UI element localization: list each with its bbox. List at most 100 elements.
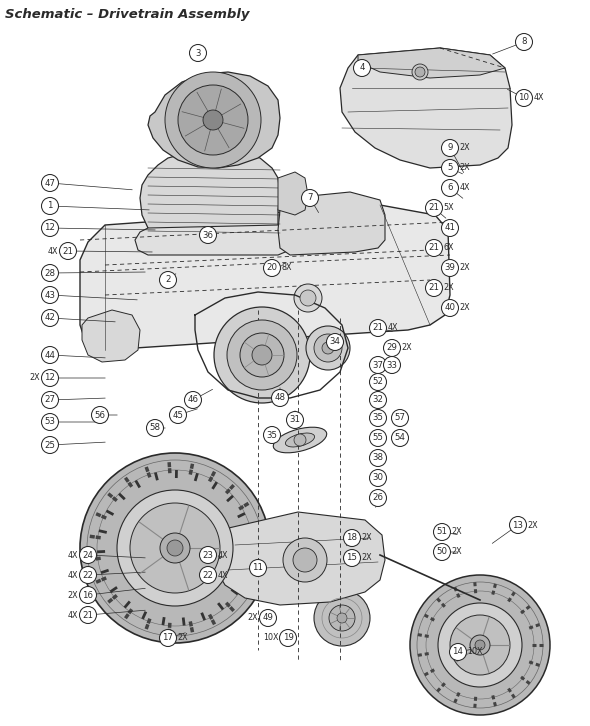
Text: 55: 55 xyxy=(372,433,384,443)
Text: 58: 58 xyxy=(149,423,160,433)
Text: 45: 45 xyxy=(172,410,183,420)
Circle shape xyxy=(369,449,386,467)
Polygon shape xyxy=(278,172,308,215)
Circle shape xyxy=(314,334,342,362)
Circle shape xyxy=(169,407,186,423)
Circle shape xyxy=(516,33,533,51)
Text: 41: 41 xyxy=(444,224,455,232)
Text: 30: 30 xyxy=(372,473,384,483)
Text: 2X: 2X xyxy=(451,528,462,537)
Text: 15: 15 xyxy=(346,553,358,563)
Text: 2X: 2X xyxy=(460,303,470,312)
Circle shape xyxy=(425,240,442,256)
Text: 46: 46 xyxy=(188,396,198,404)
Circle shape xyxy=(178,85,248,155)
Text: 29: 29 xyxy=(386,343,398,353)
Circle shape xyxy=(343,529,360,547)
Circle shape xyxy=(41,174,58,192)
Text: 57: 57 xyxy=(395,414,405,423)
Circle shape xyxy=(353,60,371,76)
Circle shape xyxy=(369,373,386,391)
Text: 2X: 2X xyxy=(460,163,470,173)
Circle shape xyxy=(41,346,58,364)
Text: 12: 12 xyxy=(44,224,55,232)
Text: 44: 44 xyxy=(44,351,55,359)
Circle shape xyxy=(294,434,306,446)
Circle shape xyxy=(264,426,280,444)
Text: 35: 35 xyxy=(372,414,384,423)
Text: 21: 21 xyxy=(63,247,74,256)
Text: 2X: 2X xyxy=(362,553,372,563)
Circle shape xyxy=(434,544,451,560)
Circle shape xyxy=(326,333,343,351)
Circle shape xyxy=(41,219,58,237)
Text: 6X: 6X xyxy=(444,243,454,253)
Text: 39: 39 xyxy=(444,264,455,272)
Circle shape xyxy=(322,342,334,354)
Circle shape xyxy=(41,391,58,409)
Circle shape xyxy=(214,307,310,403)
Circle shape xyxy=(343,550,360,566)
Text: 33: 33 xyxy=(386,361,398,370)
Polygon shape xyxy=(215,512,385,605)
Text: 42: 42 xyxy=(44,314,55,322)
Circle shape xyxy=(91,407,109,423)
Text: 23: 23 xyxy=(202,550,214,560)
Circle shape xyxy=(160,533,190,563)
Circle shape xyxy=(384,340,401,356)
Circle shape xyxy=(280,629,297,646)
Polygon shape xyxy=(340,48,512,168)
Text: 56: 56 xyxy=(94,410,106,420)
Circle shape xyxy=(369,489,386,507)
Text: 18: 18 xyxy=(346,534,358,542)
Text: 2X: 2X xyxy=(178,634,188,643)
Text: 10X: 10X xyxy=(467,648,483,656)
Circle shape xyxy=(294,284,322,312)
Circle shape xyxy=(185,391,202,409)
Circle shape xyxy=(287,412,303,428)
Text: 40: 40 xyxy=(444,303,455,312)
Circle shape xyxy=(438,603,522,687)
Text: 11: 11 xyxy=(253,563,264,573)
Circle shape xyxy=(434,523,451,540)
Circle shape xyxy=(250,560,267,576)
Circle shape xyxy=(410,575,550,715)
Circle shape xyxy=(260,610,277,627)
Circle shape xyxy=(392,430,408,446)
Circle shape xyxy=(117,490,233,606)
Text: 51: 51 xyxy=(437,528,447,537)
Text: 20: 20 xyxy=(267,264,277,272)
Text: 2X: 2X xyxy=(362,534,372,542)
Text: 4X: 4X xyxy=(218,550,228,560)
Text: 34: 34 xyxy=(329,338,340,346)
Text: 2X: 2X xyxy=(402,343,412,353)
Circle shape xyxy=(300,290,316,306)
Text: 16: 16 xyxy=(83,590,93,600)
Text: 6: 6 xyxy=(447,184,453,192)
Text: 17: 17 xyxy=(162,634,173,643)
Text: 10X: 10X xyxy=(263,634,278,643)
Text: 4X: 4X xyxy=(48,247,58,256)
Circle shape xyxy=(203,110,223,130)
Text: 4X: 4X xyxy=(388,324,398,333)
Text: 32: 32 xyxy=(372,396,384,404)
Circle shape xyxy=(301,189,319,206)
Polygon shape xyxy=(148,72,280,168)
Circle shape xyxy=(384,356,401,373)
Text: 21: 21 xyxy=(83,611,93,619)
Circle shape xyxy=(369,470,386,486)
Circle shape xyxy=(80,587,97,603)
Circle shape xyxy=(159,272,176,288)
Text: 52: 52 xyxy=(372,378,384,386)
Circle shape xyxy=(41,197,58,214)
Circle shape xyxy=(80,566,97,584)
Circle shape xyxy=(470,635,490,655)
Circle shape xyxy=(264,259,280,277)
Circle shape xyxy=(80,606,97,624)
Text: 22: 22 xyxy=(202,571,214,579)
Text: 13: 13 xyxy=(513,521,523,529)
Text: 47: 47 xyxy=(44,179,55,187)
Text: 35: 35 xyxy=(267,431,277,439)
Text: 5: 5 xyxy=(447,163,453,173)
Text: 2X: 2X xyxy=(68,590,78,600)
